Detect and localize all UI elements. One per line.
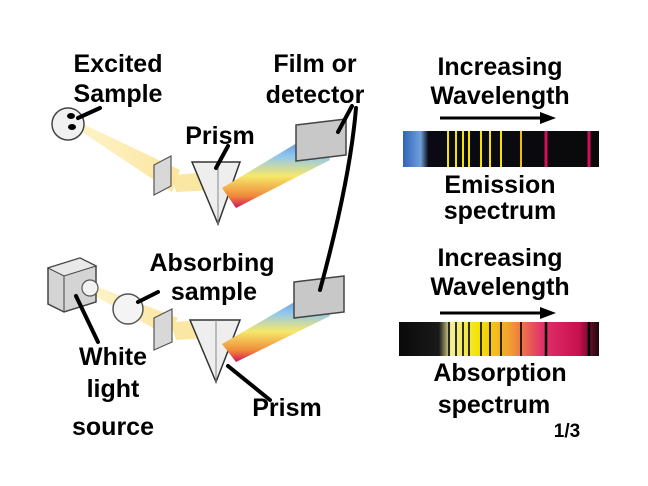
absorption-detector-plate: [293, 275, 345, 319]
absorption-slit: [153, 308, 173, 351]
excited-sample-sphere: [51, 107, 85, 141]
emission-slit: [153, 155, 172, 196]
light-lens: [81, 279, 99, 297]
pointer-prism-bottom: [226, 364, 272, 402]
increasing-top-line2: Wavelength: [430, 82, 569, 110]
white-label-line2: light: [87, 375, 140, 403]
increasing-bottom-line2: Wavelength: [430, 273, 569, 301]
absorption-spectrum-bar: [399, 322, 599, 356]
white-label-line1: White: [79, 343, 147, 371]
emission-detector-plate: [295, 118, 347, 162]
white-label-line3: source: [72, 413, 154, 441]
absorbing-sample-sphere: [112, 293, 144, 325]
pointer-film-top: [336, 104, 354, 134]
emission-lines: [447, 131, 591, 167]
pointer-excited-sample: [76, 106, 102, 120]
increasing-top-line1: Increasing: [437, 53, 562, 81]
film-label-line2: detector: [266, 81, 365, 109]
pointer-white-light: [74, 294, 100, 344]
emission-label-line2: spectrum: [444, 197, 557, 225]
excited-label-line2: Sample: [74, 80, 163, 108]
increasing-bottom-line1: Increasing: [437, 244, 562, 272]
absorption-lines: [448, 322, 591, 356]
prism-bottom-label: Prism: [252, 394, 321, 422]
emission-label-line1: Emission: [444, 171, 555, 199]
pointer-film-bottom: [318, 106, 358, 292]
emission-light-beam: [70, 118, 180, 192]
page-number: 1/3: [554, 421, 580, 442]
excited-label-line1: Excited: [74, 50, 163, 78]
pointer-prism-top: [214, 144, 230, 170]
absorption-label-line1: Absorption: [433, 359, 566, 387]
prism-top-label: Prism: [185, 122, 254, 150]
absorbing-label-line2: sample: [171, 278, 257, 306]
film-label-line1: Film or: [273, 50, 357, 78]
pointer-absorbing-sample: [136, 290, 160, 304]
absorbing-label-line1: Absorbing: [150, 249, 275, 277]
absorption-label-line2: spectrum: [438, 391, 551, 419]
